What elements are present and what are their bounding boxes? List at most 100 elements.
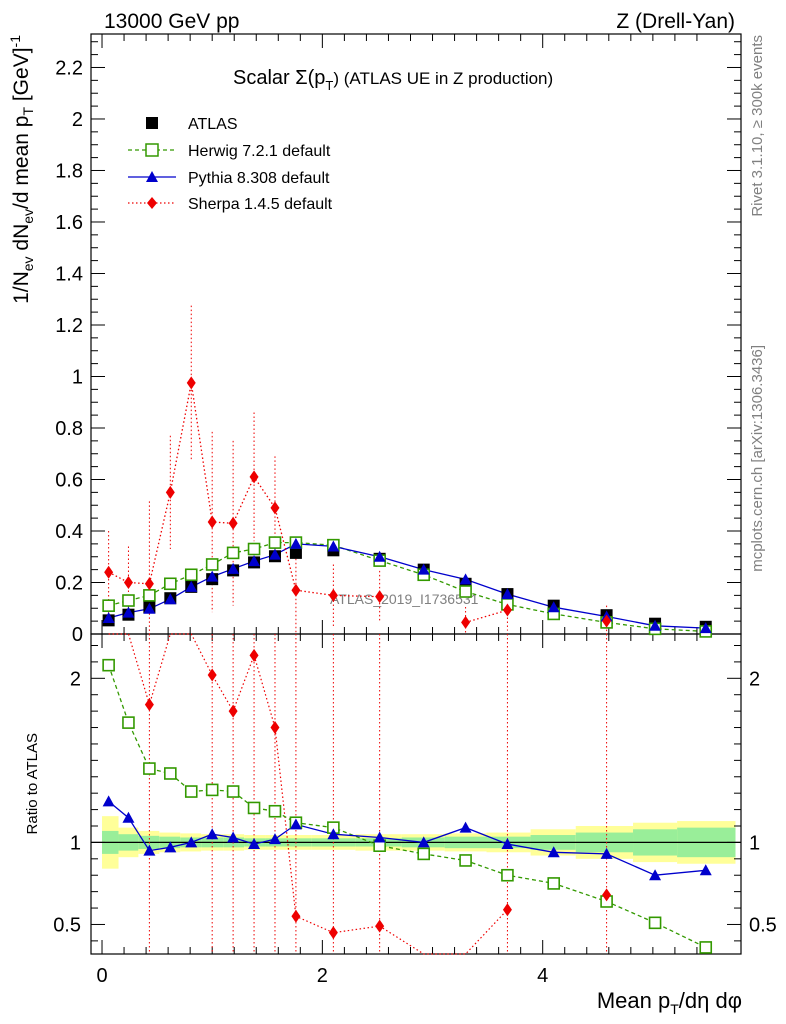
side-note-top: Rivet 3.1.10, ≥ 300k events xyxy=(749,35,766,217)
legend-marker-pythia xyxy=(146,171,158,182)
data-point-herwig xyxy=(164,577,177,591)
ratio-point-herwig xyxy=(226,785,240,798)
data-point-sherpa xyxy=(249,470,259,484)
ratio-point-herwig xyxy=(102,658,115,672)
data-point-pythia xyxy=(102,612,115,624)
data-point-sherpa xyxy=(602,614,612,628)
legend-marker-sherpa xyxy=(147,197,157,209)
data-point-sherpa xyxy=(144,577,154,591)
data-point-pythia xyxy=(547,601,560,613)
data-point-pythia xyxy=(699,622,712,634)
ratio-point-sherpa xyxy=(502,903,512,917)
data-point-sherpa xyxy=(270,501,280,515)
ratio-point-pythia xyxy=(417,836,430,848)
ratio-point-pythia xyxy=(501,838,514,850)
ratio-point-pythia xyxy=(327,828,340,840)
data-point-pythia xyxy=(501,588,514,600)
ratio-point-pythia xyxy=(699,864,712,876)
y-axis-title: 1/Nev dNev/d mean pT [GeV]-1 xyxy=(7,35,36,304)
ratio-line-herwig xyxy=(107,664,706,948)
y-tick-label: 1 xyxy=(72,366,83,388)
ratio-point-sherpa xyxy=(249,648,259,662)
y-tick-label: 0.6 xyxy=(55,469,83,491)
ratio-y-tick-label-right: 0.5 xyxy=(749,914,777,936)
series-line-pythia xyxy=(108,543,706,629)
y-tick-label: 1.4 xyxy=(55,263,83,285)
data-point-herwig xyxy=(268,536,282,549)
y-tick-label: 1.8 xyxy=(55,160,83,182)
ratio-point-pythia xyxy=(600,847,613,859)
ratio-point-sherpa xyxy=(270,721,280,735)
ratio-point-sherpa xyxy=(328,926,338,940)
legend-label-sherpa: Sherpa 1.4.5 default xyxy=(188,196,333,213)
ratio-y-axis-title: Ratio to ATLAS xyxy=(24,733,41,834)
y-tick-label: 0.4 xyxy=(55,521,83,543)
ratio-y-tick-label-right: 2 xyxy=(749,668,760,690)
data-point-sherpa xyxy=(375,590,385,604)
y-tick-label: 1.2 xyxy=(55,315,83,337)
ratio-point-herwig xyxy=(164,767,177,780)
ratio-point-herwig xyxy=(417,847,431,861)
data-point-pythia xyxy=(185,580,198,592)
data-point-pythia xyxy=(206,570,219,582)
chart-title: Scalar Σ(pT) (ATLAS UE in Z production) xyxy=(233,67,553,93)
x-axis-title: Mean pT/dη dφ xyxy=(597,988,742,1017)
ratio-point-pythia xyxy=(547,846,560,858)
data-point-sherpa xyxy=(502,603,512,617)
data-point-herwig xyxy=(184,568,198,582)
ratio-point-pythia xyxy=(373,831,386,843)
data-point-pythia xyxy=(248,555,261,567)
data-point-pythia xyxy=(122,606,135,618)
ratio-y-tick-label-right: 1 xyxy=(749,832,760,854)
data-point-pythia xyxy=(417,563,430,575)
x-tick-label: 4 xyxy=(537,965,548,987)
legend-label-atlas: ATLAS xyxy=(188,116,238,133)
data-point-pythia xyxy=(373,550,386,562)
ratio-point-sherpa xyxy=(375,919,385,933)
ratio-point-herwig xyxy=(268,804,282,818)
data-point-pythia xyxy=(227,562,240,574)
ratio-point-pythia xyxy=(102,795,115,807)
data-point-herwig xyxy=(102,599,115,612)
y-tick-label: 1.6 xyxy=(55,212,83,234)
data-point-sherpa xyxy=(186,376,196,390)
ratio-point-pythia xyxy=(649,869,662,881)
legend-marker-herwig xyxy=(145,143,159,157)
analysis-watermark: ATLAS_2019_I1736531 xyxy=(330,591,479,607)
data-point-herwig xyxy=(459,585,472,598)
y-tick-label: 0 xyxy=(72,624,83,646)
ratio-point-pythia xyxy=(185,836,198,848)
data-point-pythia xyxy=(164,593,177,605)
data-point-sherpa xyxy=(207,515,217,529)
y-tick-label: 2.2 xyxy=(55,57,83,79)
ratio-frame xyxy=(90,633,742,955)
ratio-point-pythia xyxy=(268,833,281,845)
x-tick-label: 0 xyxy=(96,965,107,987)
data-point-sherpa xyxy=(461,615,471,629)
data-point-herwig xyxy=(122,594,135,607)
y-tick-label: 0.2 xyxy=(55,572,83,594)
data-point-herwig xyxy=(247,542,261,556)
series-line-sherpa xyxy=(109,383,607,623)
ratio-point-pythia xyxy=(122,811,135,823)
data-point-pythia xyxy=(268,548,281,560)
ratio-line-sherpa xyxy=(109,634,607,954)
data-point-herwig xyxy=(205,558,219,571)
ratio-point-herwig xyxy=(122,716,135,729)
y-tick-label: 0.8 xyxy=(55,418,83,440)
header-right: Z (Drell-Yan) xyxy=(616,10,735,33)
ratio-point-pythia xyxy=(248,838,261,850)
data-point-atlas xyxy=(289,546,302,559)
data-point-pythia xyxy=(327,540,340,552)
ratio-point-herwig xyxy=(459,854,472,867)
ratio-point-herwig xyxy=(699,941,713,954)
data-point-herwig xyxy=(143,589,156,602)
data-point-sherpa xyxy=(104,565,114,579)
ratio-point-sherpa xyxy=(207,668,217,682)
ratio-point-pythia xyxy=(143,844,156,856)
data-point-herwig xyxy=(226,546,240,560)
data-point-sherpa xyxy=(165,485,175,499)
ratio-point-herwig xyxy=(247,801,261,815)
ratio-point-pythia xyxy=(459,821,472,833)
